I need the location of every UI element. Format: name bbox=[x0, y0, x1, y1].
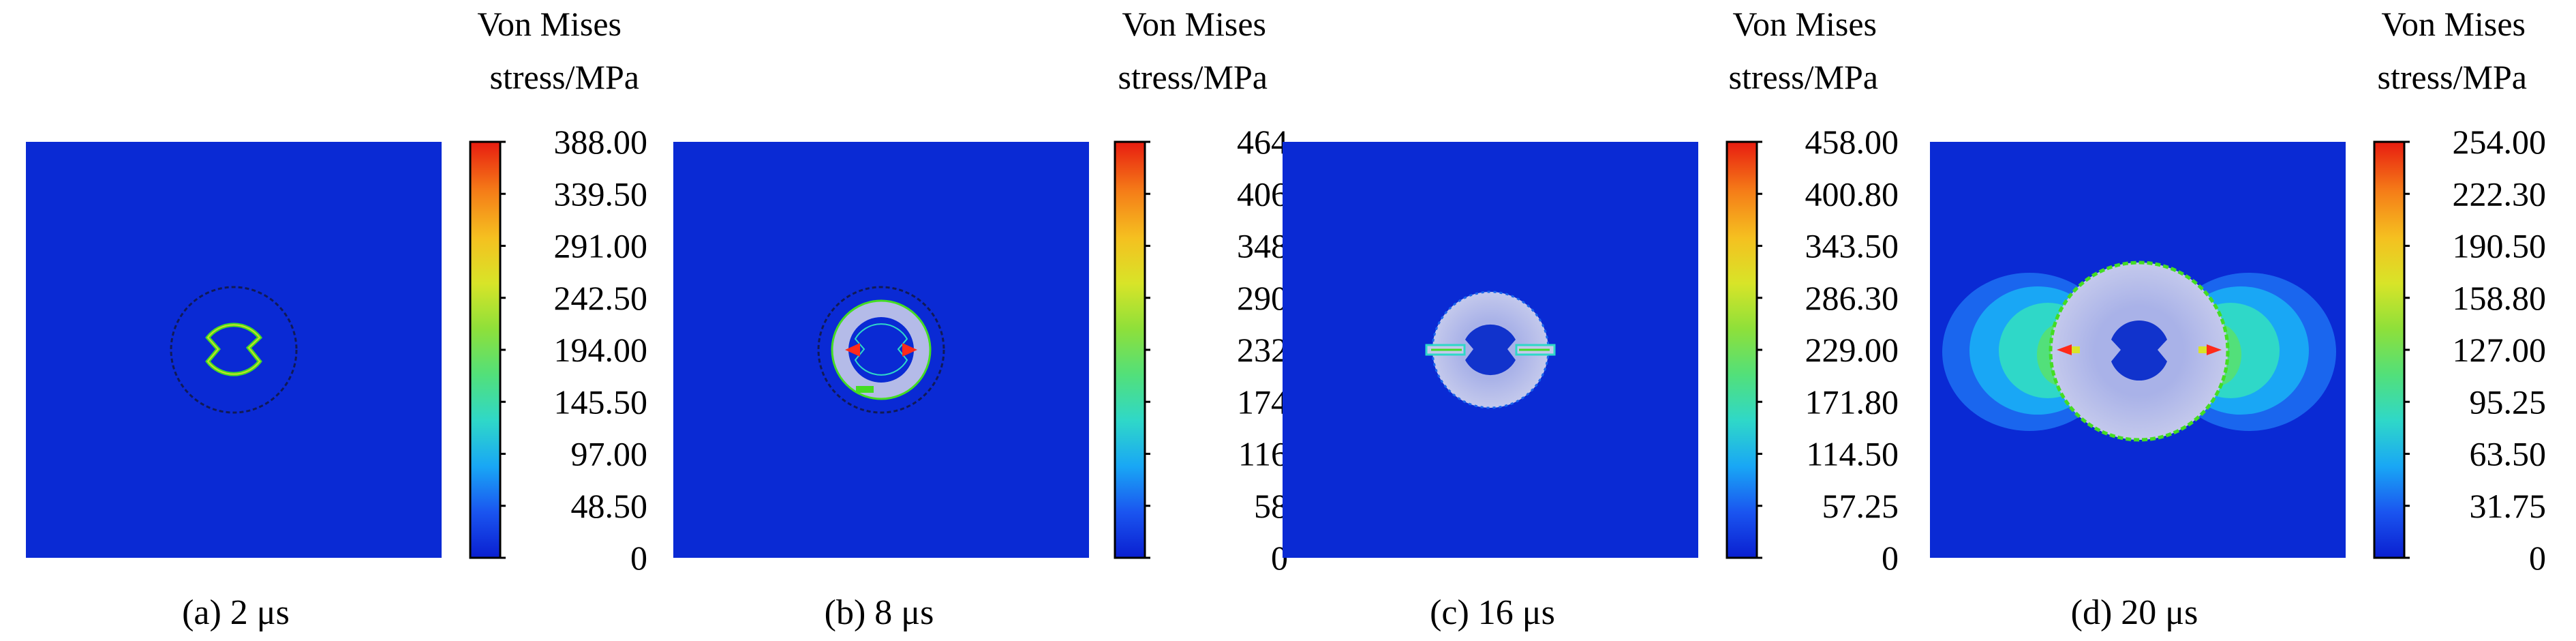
colorbar-tick-label: 242.50 bbox=[554, 279, 648, 317]
panel-a-caption: (a) 2 μs bbox=[182, 593, 290, 632]
colorbar-tick-label: 339.50 bbox=[554, 175, 648, 213]
panel-c-caption: (c) 16 μs bbox=[1430, 593, 1555, 632]
colorbar-tick-label: 95.25 bbox=[2470, 383, 2547, 421]
panel-b-outer-boundary bbox=[817, 286, 945, 414]
colorbar-tick-label: 400.80 bbox=[1805, 175, 1899, 213]
panel-c-colorbar-title-line1: Von Mises bbox=[1732, 5, 1877, 43]
panel-c-crack-zone bbox=[1425, 290, 1556, 409]
panel-c-colorbar-title-line2: stress/MPa bbox=[1729, 58, 1878, 96]
panel-d-colorbar-title-line2: stress/MPa bbox=[2378, 58, 2527, 96]
colorbar-tick-label: 458.00 bbox=[1805, 123, 1899, 161]
panel-c-colorbar-ticks: 458.00 400.80 343.50 286.30 229.00 171.80 114.… bbox=[1757, 123, 1899, 577]
colorbar-tick-label: 222.30 bbox=[2453, 175, 2547, 213]
panel-b-caption: (b) 8 μs bbox=[825, 593, 934, 632]
panel-d: (d) 20 μs 254.00 222.30 190.50 158.80 127.00… bbox=[1930, 5, 2546, 632]
panel-d-crack-zone bbox=[2049, 260, 2230, 442]
colorbar-tick-label: 406 bbox=[1237, 175, 1288, 213]
colorbar-tick-label: 291.00 bbox=[554, 227, 648, 265]
panel-b-colorbar-scale bbox=[1114, 140, 1146, 559]
panel-c-colorbar-scale bbox=[1726, 140, 1758, 559]
panel-a: (a) 2 μs 388.00 339.50 291.00 242.50 194.00 1… bbox=[26, 5, 647, 632]
colorbar-tick-label: 171.80 bbox=[1805, 383, 1899, 421]
panel-d-colorbar-title-line1: Von Mises bbox=[2381, 5, 2526, 43]
panel-a-colorbar-scale bbox=[469, 140, 502, 559]
colorbar-tick-label: 97.00 bbox=[571, 435, 648, 473]
panel-c: (c) 16 μs 458.00 400.80 343.50 286.30 229.00… bbox=[1283, 5, 1899, 632]
colorbar-tick-label: 290 bbox=[1237, 279, 1288, 317]
panel-d-colorbar-ticks: 254.00 222.30 190.50 158.80 127.00 95.25 63.50… bbox=[2404, 123, 2546, 577]
colorbar-tick-label: 31.75 bbox=[2470, 487, 2547, 525]
colorbar-tick-label: 254.00 bbox=[2453, 123, 2547, 161]
panel-a-colorbar: 388.00 339.50 291.00 242.50 194.00 145.50 97.0… bbox=[469, 5, 647, 577]
colorbar-tick-label: 388.00 bbox=[554, 123, 648, 161]
panel-b-crack-zone bbox=[831, 299, 932, 400]
colorbar-tick-label: 145.50 bbox=[554, 383, 648, 421]
colorbar-tick-label: 348 bbox=[1237, 227, 1288, 265]
panel-d-caption: (d) 20 μs bbox=[2071, 593, 2198, 632]
colorbar-tick-label: 343.50 bbox=[1805, 227, 1899, 265]
panel-a-stress-field bbox=[26, 142, 442, 558]
panel-c-colorbar: 458.00 400.80 343.50 286.30 229.00 171.80 114.… bbox=[1726, 5, 1899, 577]
panel-a-colorbar-title-line2: stress/MPa bbox=[490, 58, 639, 96]
colorbar-tick-label: 57.25 bbox=[1822, 487, 1899, 525]
colorbar-tick-label: 194.00 bbox=[554, 331, 648, 369]
colorbar-tick-label: 116 bbox=[1238, 435, 1288, 473]
colorbar-tick-label: 48.50 bbox=[571, 487, 648, 525]
colorbar-tick-label: 229.00 bbox=[1805, 331, 1899, 369]
colorbar-tick-label: 174 bbox=[1237, 383, 1288, 421]
panel-b-colorbar-title-line1: Von Mises bbox=[1122, 5, 1266, 43]
colorbar-tick-label: 127.00 bbox=[2453, 331, 2547, 369]
colorbar-tick-label: 63.50 bbox=[2470, 435, 2547, 473]
colorbar-tick-label: 58 bbox=[1254, 487, 1288, 525]
colorbar-tick-label: 286.30 bbox=[1805, 279, 1899, 317]
panel-b-colorbar-title-line2: stress/MPa bbox=[1118, 58, 1268, 96]
colorbar-tick-label: 190.50 bbox=[2453, 227, 2547, 265]
panel-d-colorbar-scale bbox=[2373, 140, 2406, 559]
colorbar-tick-label: 0 bbox=[630, 539, 647, 577]
colorbar-tick-label: 114.50 bbox=[1806, 435, 1899, 473]
panel-d-colorbar: 254.00 222.30 190.50 158.80 127.00 95.25 63.50… bbox=[2373, 5, 2546, 577]
colorbar-tick-label: 158.80 bbox=[2453, 279, 2547, 317]
panel-a-colorbar-title-line1: Von Mises bbox=[477, 5, 622, 43]
panel-a-colorbar-ticks: 388.00 339.50 291.00 242.50 194.00 145.50 97.0… bbox=[500, 123, 647, 577]
colorbar-tick-label: 0 bbox=[2529, 539, 2546, 577]
panel-a-crack-front bbox=[205, 323, 263, 376]
colorbar-tick-label: 232 bbox=[1237, 331, 1288, 369]
colorbar-tick-label: 464 bbox=[1237, 123, 1288, 161]
colorbar-tick-label: 0 bbox=[1882, 539, 1899, 577]
panel-a-outer-boundary bbox=[170, 286, 298, 414]
